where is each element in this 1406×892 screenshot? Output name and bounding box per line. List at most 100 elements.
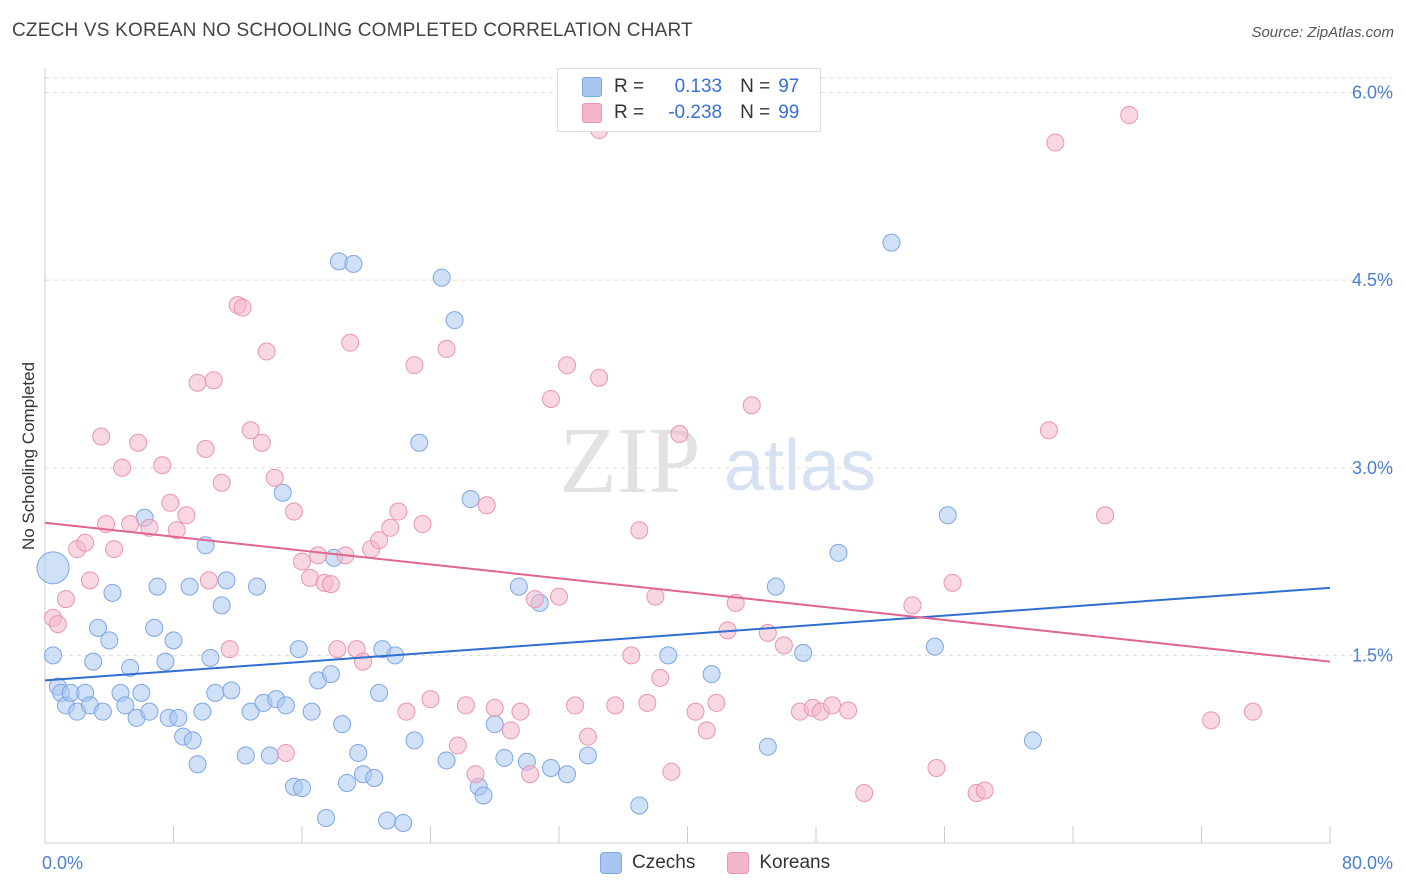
koreans-point [105, 540, 124, 559]
series-legend: Czechs Koreans [600, 852, 862, 874]
czechs-point [302, 702, 321, 721]
koreans-point [321, 575, 340, 594]
czechs-point [702, 665, 721, 684]
czechs-point [405, 731, 424, 750]
czechs-point [44, 646, 63, 665]
koreans-point [501, 721, 520, 740]
koreans-point [309, 546, 328, 565]
koreans-point [121, 515, 140, 534]
koreans-point [590, 368, 609, 387]
czechs-point [116, 696, 135, 715]
czechs-point [93, 702, 112, 721]
czechs-point [882, 233, 901, 252]
koreans-point [389, 502, 408, 521]
czechs-point [103, 583, 122, 602]
czechs-point [321, 665, 340, 684]
legend-item-koreans[interactable]: Koreans [727, 852, 830, 874]
czechs-trend-line [44, 586, 1331, 682]
koreans-point [220, 640, 239, 659]
koreans-point [638, 693, 657, 712]
czechs-point [394, 813, 413, 832]
koreans-point [161, 493, 180, 512]
koreans-point [550, 587, 568, 606]
czechs-point [89, 618, 108, 637]
czechs-point [337, 773, 356, 792]
czechs-r-value: 0.133 [674, 76, 723, 97]
koreans-point [606, 696, 625, 715]
koreans-trend-line [44, 521, 1331, 663]
koreans-point [697, 721, 716, 740]
y-tick-label: 6.0% [1352, 83, 1393, 103]
x-tick-label: 0.0% [42, 853, 83, 873]
czechs-point [432, 268, 451, 287]
koreans-point [76, 533, 95, 552]
legend-item-czechs[interactable]: Czechs [600, 852, 695, 874]
koreans-point [1202, 711, 1221, 730]
koreans-point [188, 373, 207, 392]
czechs-point [169, 708, 188, 727]
koreans-point [662, 762, 681, 781]
czechs-point [84, 652, 103, 671]
koreans-point [566, 696, 585, 715]
koreans-point [48, 615, 67, 634]
koreans-point [252, 433, 271, 452]
koreans-point [823, 696, 842, 715]
koreans-swatch [582, 103, 602, 123]
koreans-point [477, 496, 496, 515]
czechs-point [317, 808, 336, 827]
koreans-point [903, 596, 922, 615]
koreans-point [199, 571, 218, 590]
koreans-point [927, 758, 946, 777]
czechs-point [758, 737, 777, 756]
czechs-point [260, 746, 279, 765]
legend-row-czechs: R = 0.133 N = 97 [582, 75, 799, 99]
czechs-point [36, 551, 70, 585]
czechs-point [829, 543, 848, 562]
czechs-point [349, 743, 368, 762]
czechs-point [273, 483, 292, 502]
koreans-r-value: -0.238 [668, 102, 723, 123]
koreans-point [421, 690, 440, 709]
y-tick-label: 3.0% [1352, 458, 1393, 478]
czechs-point [132, 683, 151, 702]
koreans-point [975, 781, 994, 800]
chart-source: Source: ZipAtlas.com [1251, 24, 1394, 41]
koreans-point [456, 696, 475, 715]
czechs-point [100, 631, 119, 650]
koreans-point [140, 518, 159, 537]
axis-layer [44, 68, 1331, 844]
koreans-point [558, 356, 577, 375]
koreans-point [466, 765, 485, 784]
czechs-point [183, 731, 202, 750]
koreans-point [80, 571, 99, 590]
koreans-point [153, 456, 172, 475]
czechs-point [180, 577, 199, 596]
koreans-point [1046, 133, 1065, 152]
czechs-point [222, 681, 241, 700]
koreans-point [204, 371, 223, 390]
koreans-point [686, 702, 705, 721]
czechs-point [766, 577, 785, 596]
czechs-point [461, 490, 480, 509]
koreans-point [646, 587, 665, 606]
watermark-atlas: atlas [724, 426, 876, 506]
koreans-point [839, 701, 858, 720]
trend-layer [44, 521, 1331, 682]
czechs-n-value: 97 [778, 76, 800, 97]
koreans-point [167, 521, 186, 540]
koreans-point [437, 339, 456, 358]
koreans-point [341, 333, 360, 352]
czechs-point [365, 768, 384, 787]
czechs-point [236, 746, 255, 765]
koreans-point [276, 743, 295, 762]
koreans-point [1096, 506, 1115, 525]
czechs-point [201, 648, 220, 667]
koreans-point [397, 702, 416, 721]
label-layer: 1.5% 3.0% 4.5% 6.0% 0.0% 80.0% No Schooling Co… [19, 83, 1393, 873]
koreans-point [293, 552, 311, 571]
koreans-point [212, 473, 231, 492]
koreans-legend-label: Koreans [759, 852, 831, 873]
czechs-point [659, 646, 678, 665]
czechs-legend-swatch [600, 852, 622, 874]
koreans-point [578, 727, 597, 746]
